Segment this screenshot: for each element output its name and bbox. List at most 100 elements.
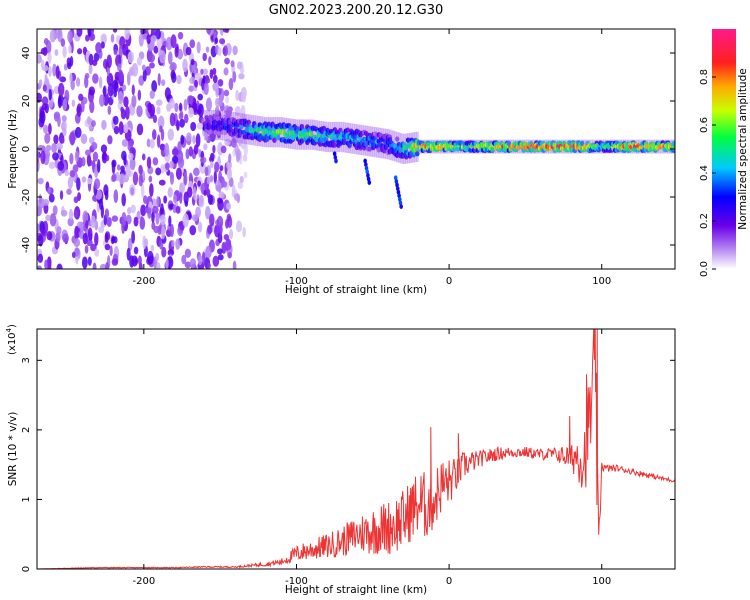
spectrogram-cell [90,243,97,252]
spectrogram-cell [218,99,224,107]
spectrogram-cell [225,218,229,229]
spectrogram-cell [241,92,247,103]
spectrogram-cell [149,62,155,69]
spectrogram-cell [59,190,64,200]
spectrogram-cell [217,254,224,261]
spectrogram-cell [243,171,248,179]
spectrogram-cell [37,150,40,164]
spectrogram-cell [209,175,214,183]
spectrogram-cell [123,96,129,108]
spectrogram-cell [275,135,281,141]
spectrogram-cell [217,198,224,211]
spectrogram-cell [175,205,181,214]
spectrogram-cell [212,67,217,76]
colorbar-scale [712,29,736,269]
spectrogram-cell [175,167,182,180]
spectrogram-cell [364,165,369,171]
colorbar-ticks: 0.0 0.2 0.4 0.6 0.8 [699,69,716,277]
spectrogram-cell [206,29,212,35]
spectrogram-cell [124,29,130,40]
spectrogram-cell [93,52,100,62]
snr-y-tick-label: 2 [21,427,32,433]
spectrogram-cell [160,225,166,240]
spectrogram-cell [207,262,211,269]
spectrogram-cell [406,137,411,143]
spectrogram-halo [465,139,469,154]
spectrogram-cell [78,93,84,102]
snr-x-tick-label: 100 [592,576,611,587]
spectrogram-cell [82,232,88,245]
spectrogram-cell [159,214,166,226]
spectrogram-cell [123,155,127,166]
spectrogram-cell [240,104,246,117]
spectrogram-cell [299,123,305,130]
spectrogram-halo [471,139,474,154]
spectrogram-cell [67,176,74,190]
spectrogram-cell [183,175,187,186]
spectrogram-cell [62,233,69,243]
spectrogram-cell [219,165,224,172]
spectrogram-cell [63,63,68,71]
spectrogram-cell [57,160,65,171]
spectrogram-cell [91,142,98,150]
spectrogram-cell [178,102,183,112]
spectrogram-cell [104,243,111,251]
spectrogram-cell [61,115,67,122]
spectrogram-cell [196,41,201,54]
spectrogram-cell [217,130,222,136]
spectrogram-cell [156,134,161,148]
spectrogram-cell [186,132,192,142]
colorbar-tick-label: 0.2 [699,213,710,229]
spectrogram-cell [185,46,192,56]
snr-x-axis-label: Height of straight line (km) [285,584,427,596]
spectrogram-cell [171,239,175,247]
spectrogram-cell [332,142,338,148]
spectrogram-cell [149,138,155,149]
spectrogram-cell [179,191,183,204]
spectrogram-cell [184,261,192,269]
spectrogram-cell [155,99,163,107]
spectrogram-cell [270,121,275,127]
snr-y-ticks: 0 1 2 3 [21,357,675,572]
spectrogram-cell [231,138,237,148]
spectrogram-cell [68,44,72,54]
spectrogram-cell [201,251,206,266]
spectrogram-cell [111,215,119,222]
spectrogram-cell [87,29,92,38]
spectrogram-cell [235,89,239,102]
spectrogram-cell [217,47,222,57]
spectrogram-cell [121,139,129,147]
spectrogram-cell [73,196,79,204]
spectrogram-cell [169,172,175,185]
spectrogram-cell [203,189,207,196]
spectrogram-cell [121,212,127,226]
spectrogram-cell [81,156,86,167]
spectrogram-cell [57,114,61,128]
spectrogram-cell [98,76,103,89]
spectrogram-cell [89,159,93,167]
spectrogram-cell [207,194,213,205]
spectrogram-cell [123,123,129,134]
spectrogram-cell [180,134,185,145]
spectrogram-cell [41,96,49,106]
spectrogram-cell [171,148,179,156]
spectrogram-cell [111,235,116,243]
spectrogram-cell [116,164,121,171]
spectrogram-cell [125,105,130,120]
spectrogram-cell [44,132,51,144]
spectrogram-cell [393,143,398,149]
spectrogram-cell [107,135,113,145]
spectrogram-cell [155,252,160,262]
spectrogram-halo [381,128,384,159]
spectrogram-x-axis-label: Height of straight line (km) [285,284,427,296]
spectrogram-cell [131,84,135,96]
spectrogram-cell [151,198,157,208]
spectrogram-cell [80,133,88,145]
spectrogram-cell [189,39,196,49]
spectrogram-cell [62,98,68,112]
spectrogram-cell [121,193,126,207]
spectrogram-cell [60,209,68,217]
spectrogram-cell [398,200,403,206]
spectrogram-cell [73,210,78,218]
spectrogram-cell [179,118,185,128]
